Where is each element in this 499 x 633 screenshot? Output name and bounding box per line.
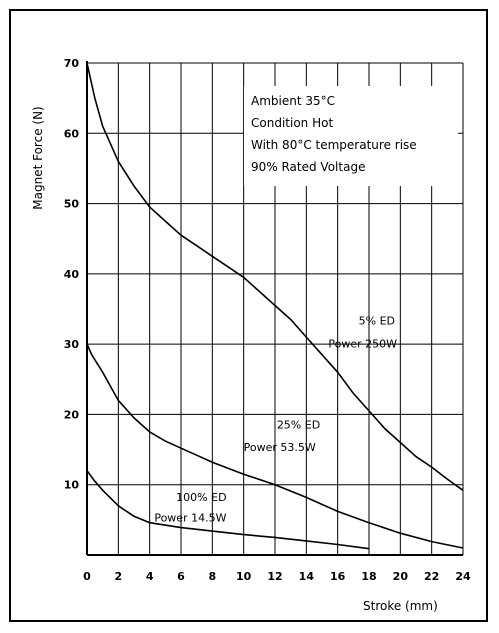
y-tick-label-20: 20 [64,408,80,421]
x-tick-label-4: 4 [146,570,154,583]
annotation-ambient: Ambient 35°C [251,94,335,108]
y-tick-label-50: 50 [64,198,80,211]
curve-power-label-25-ed: Power 53.5W [244,441,316,454]
curve-power-label-100-ed: Power 14.5W [154,511,226,524]
y-tick-label-60: 60 [64,127,80,140]
annotation-temperature-rise: With 80°C temperature rise [251,138,417,152]
curve-25-ed [86,343,464,549]
x-tick-label-22: 22 [424,570,439,583]
annotation-rated-voltage: 90% Rated Voltage [251,160,365,174]
annotation-condition: Condition Hot [251,116,333,130]
x-tick-label-24: 24 [455,570,471,583]
x-tick-label-10: 10 [236,570,252,583]
y-axis-label: Magnet Force (N) [31,106,45,209]
x-axis-label: Stroke (mm) [363,599,438,613]
axes [86,61,463,556]
x-tick-label-12: 12 [267,570,282,583]
y-tick-label-70: 70 [64,57,80,70]
y-tick-label-10: 10 [64,479,80,492]
chart-frame [9,9,488,622]
x-tick-label-16: 16 [330,570,346,583]
x-tick-label-6: 6 [177,570,185,583]
annotation-backdrop [244,86,458,186]
curves [86,62,464,550]
curve-label-25-ed: 25% ED [277,418,320,431]
curve-labels: 5% ED Power 250W 25% ED Power 53.5W 100% ED P… [154,314,397,524]
y-tick-label-40: 40 [64,268,80,281]
curve-label-5-ed: 5% ED [359,314,395,327]
x-tick-label-0: 0 [83,570,91,583]
x-tick-label-14: 14 [299,570,315,583]
x-tick-label-20: 20 [393,570,409,583]
y-tick-label-30: 30 [64,338,80,351]
curve-100-ed [86,470,370,550]
x-tick-label-18: 18 [361,570,376,583]
x-tick-label-8: 8 [209,570,217,583]
curve-5-ed [86,62,464,491]
x-tick-label-2: 2 [115,570,123,583]
curve-power-label-5-ed: Power 250W [328,338,397,351]
curve-label-100-ed: 100% ED [176,491,226,504]
